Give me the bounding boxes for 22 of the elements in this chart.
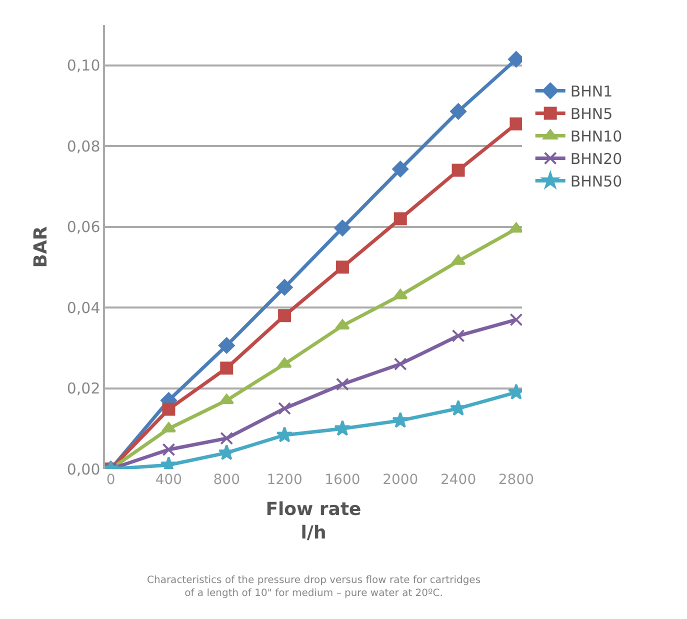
x-axis-title: Flow rate l/h	[266, 499, 362, 544]
y-axis-title: BAR	[30, 226, 52, 268]
y-tick-label: 0,08	[66, 137, 100, 156]
legend-label: BHN50	[570, 172, 622, 191]
x-tick-label: 800	[213, 472, 240, 488]
x-tick-label: 1200	[266, 472, 302, 488]
y-tick-label: 0,06	[66, 218, 100, 236]
x-tick-label: 0	[106, 472, 116, 488]
legend-label: BHN5	[570, 105, 613, 124]
y-tick-label: 0,04	[66, 298, 100, 317]
y-tick-label: 0,00	[66, 460, 100, 478]
x-tick-label: 2400	[440, 472, 476, 488]
legend-label: BHN1	[570, 82, 613, 101]
x-tick-label: 1600	[324, 472, 360, 488]
y-tick-label: 0,10	[66, 56, 100, 75]
text: Characteristics of the pressure drop versus flow rate for cartridges of a length of 10" for medium – pure water at 20ºC.	[147, 575, 481, 599]
legend-label: BHN20	[570, 150, 622, 168]
legend-label: BHN10	[570, 128, 622, 146]
x-tick-label: 2000	[382, 472, 418, 488]
x-tick-label: 2800	[498, 472, 534, 488]
y-tick-label: 0,02	[66, 380, 100, 398]
x-tick-label: 400	[155, 472, 182, 488]
